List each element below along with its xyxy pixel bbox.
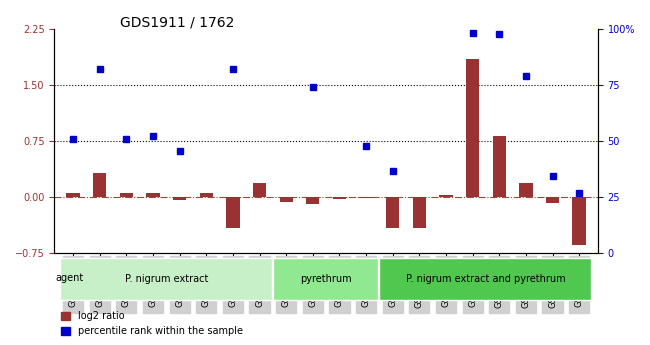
Bar xyxy=(466,59,479,197)
Legend: log2 ratio, percentile rank within the sample: log2 ratio, percentile rank within the s… xyxy=(57,307,247,340)
Bar xyxy=(493,136,506,197)
Text: P. nigrum extract: P. nigrum extract xyxy=(125,274,208,284)
Bar xyxy=(306,197,319,204)
Text: pyrethrum: pyrethrum xyxy=(300,274,352,284)
Bar xyxy=(386,197,399,228)
Bar xyxy=(573,197,586,245)
FancyBboxPatch shape xyxy=(380,258,591,300)
Bar xyxy=(173,197,187,200)
Bar xyxy=(546,197,559,203)
Bar xyxy=(280,197,293,202)
Bar xyxy=(200,193,213,197)
Bar xyxy=(226,197,240,228)
Bar xyxy=(413,197,426,228)
Text: agent: agent xyxy=(56,273,84,283)
Bar xyxy=(519,183,532,197)
Text: P. nigrum extract and pyrethrum: P. nigrum extract and pyrethrum xyxy=(406,274,566,284)
Text: GDS1911 / 1762: GDS1911 / 1762 xyxy=(120,15,234,29)
Bar xyxy=(253,183,266,197)
Bar xyxy=(146,193,160,197)
Bar xyxy=(120,193,133,197)
Bar xyxy=(333,197,346,199)
Bar xyxy=(66,193,80,197)
FancyBboxPatch shape xyxy=(60,258,272,300)
Bar xyxy=(359,197,372,198)
FancyBboxPatch shape xyxy=(273,258,378,300)
Bar xyxy=(93,173,107,197)
Bar xyxy=(439,195,452,197)
